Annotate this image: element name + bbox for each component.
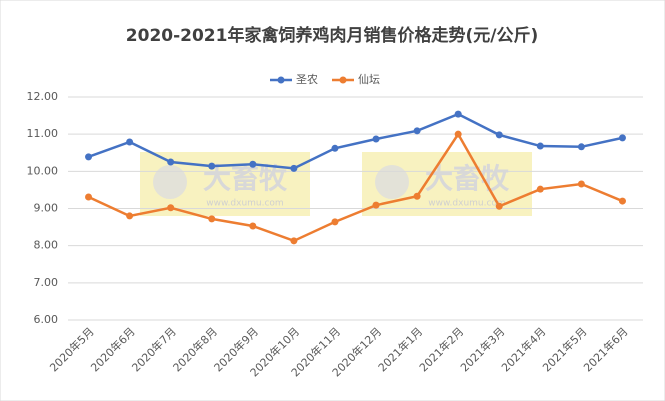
watermark-logo (375, 165, 409, 199)
point (495, 202, 503, 210)
series-line (88, 112, 623, 170)
point (290, 237, 298, 245)
point (536, 142, 544, 150)
watermark-logo (153, 165, 187, 199)
point (208, 162, 216, 170)
legend-label: 仙坛 (358, 73, 380, 86)
watermarks: 大畜牧 大畜牧 www.dxumu.com www.dxumu.com (140, 152, 532, 216)
point (249, 222, 257, 230)
point (454, 130, 462, 138)
point (495, 131, 503, 139)
point (618, 197, 626, 205)
point (577, 180, 585, 188)
point (85, 153, 93, 161)
point (290, 164, 298, 172)
point (536, 185, 544, 193)
point (126, 138, 134, 146)
point (249, 160, 257, 168)
point (372, 201, 380, 209)
legend-label: 圣农 (296, 72, 318, 86)
legend-marker (339, 76, 347, 84)
point (126, 212, 134, 220)
series-line (88, 131, 623, 243)
y-tick-label: 6.00 (34, 313, 59, 326)
legend-marker (277, 76, 285, 84)
point (85, 193, 93, 201)
y-tick-label: 10.00 (27, 164, 59, 177)
point (413, 127, 421, 135)
y-tick-label: 8.00 (34, 239, 59, 252)
point (454, 110, 462, 118)
point (167, 158, 175, 166)
point (331, 218, 339, 226)
watermark-url: www.dxumu.com (428, 199, 505, 209)
point (577, 143, 585, 151)
point (372, 135, 380, 143)
point (618, 134, 626, 142)
watermark-brand: 大畜牧 (425, 162, 510, 195)
point (413, 192, 421, 200)
point (331, 144, 339, 152)
y-tick-label: 7.00 (34, 276, 59, 289)
y-tick-label: 12.00 (27, 90, 59, 103)
point (167, 204, 175, 212)
point (208, 215, 216, 223)
y-tick-label: 11.00 (27, 127, 59, 140)
y-tick-label: 9.00 (34, 202, 59, 215)
chart-title: 2020-2021年家禽饲养鸡肉月销售价格走势(元/公斤) (126, 25, 538, 46)
watermark-url: www.dxumu.com (206, 199, 283, 209)
